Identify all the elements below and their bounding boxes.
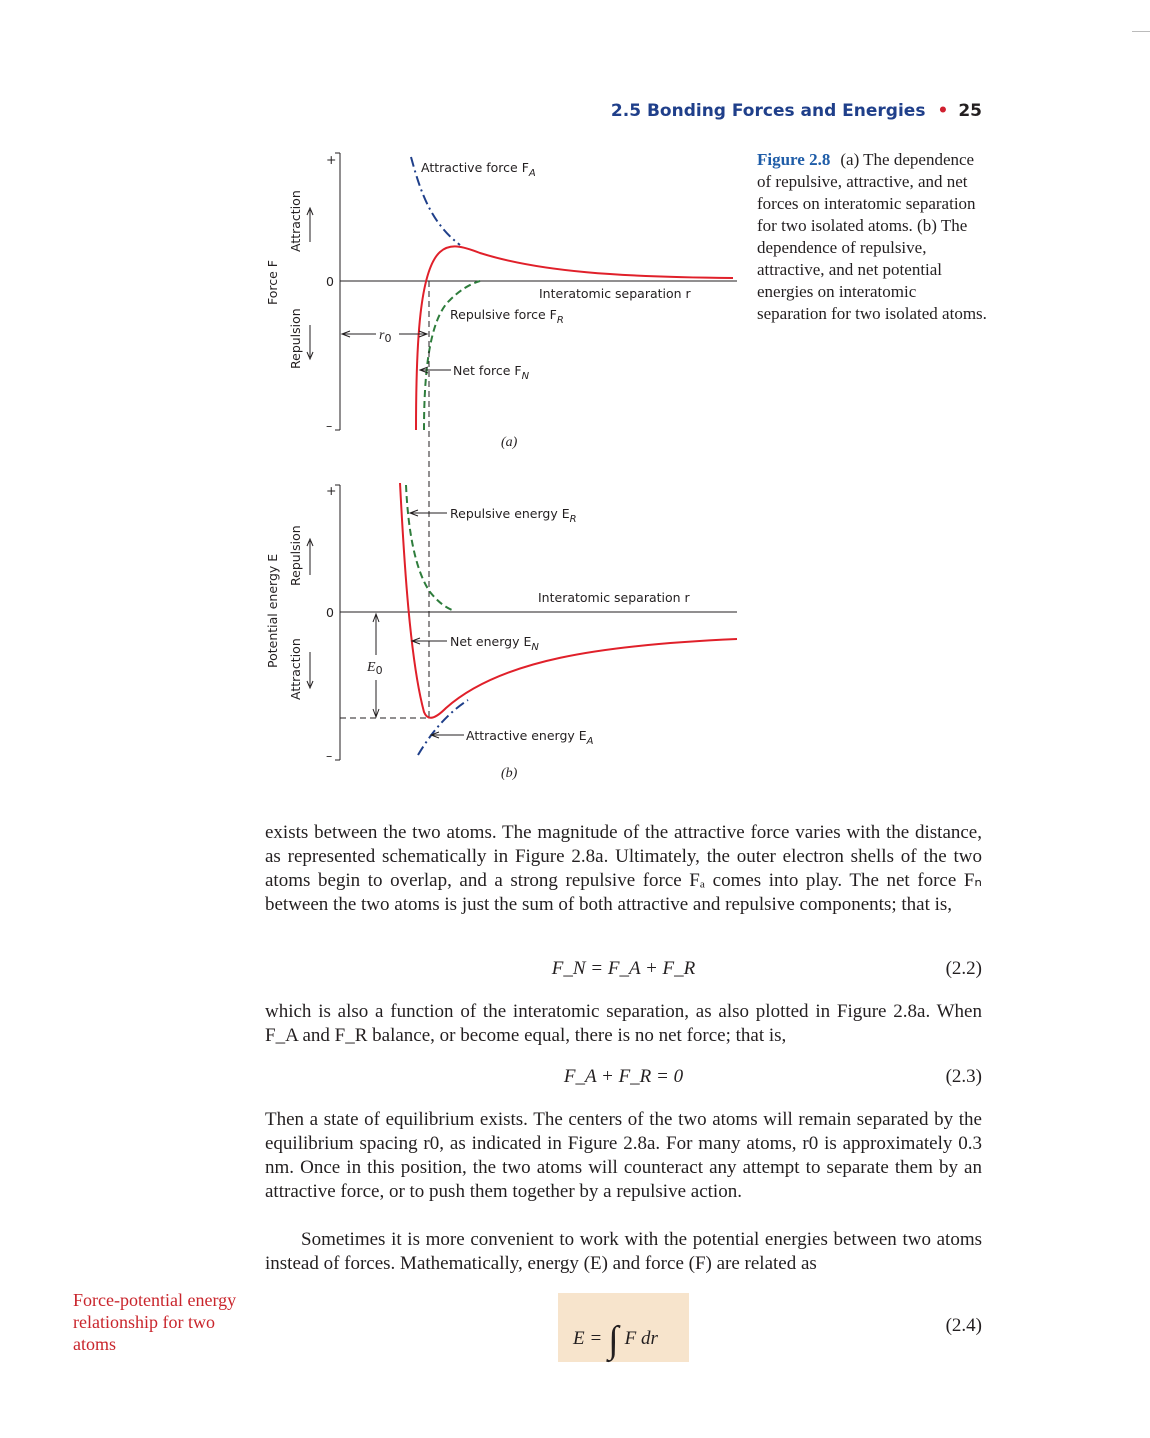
- attraction-label-a: Attraction: [288, 190, 303, 252]
- repulsion-label-b: Repulsion: [288, 525, 303, 586]
- zero-a: 0: [326, 274, 334, 289]
- net-force-label: Net force FN: [453, 363, 530, 382]
- equation-2-4-lhs: E =: [573, 1328, 603, 1349]
- net-force-curve: [415, 245, 734, 431]
- equation-2-2: F_N = F_A + F_R (2.2): [265, 958, 982, 988]
- figure-2-8: + 0 – Force F Attraction Repulsion r0 At…: [265, 152, 738, 781]
- corner-mark: [1132, 31, 1150, 32]
- plus-a: +: [326, 152, 336, 167]
- plus-b: +: [326, 483, 336, 498]
- attractive-energy-curve: [417, 699, 469, 756]
- panel-b: + 0 – Potential energy E Repulsion Attra…: [265, 482, 738, 781]
- repulsive-force-curve: [423, 280, 481, 431]
- running-head: 2.5 Bonding Forces and Energies • 25: [611, 101, 982, 121]
- caption-text: (a) The dependence of repulsive, attract…: [757, 150, 987, 323]
- panel-a: + 0 – Force F Attraction Repulsion r0 At…: [265, 152, 737, 720]
- y-label-force: Force F: [265, 260, 280, 305]
- equation-2-4-number: (2.4): [945, 1315, 982, 1336]
- equation-2-4-expression: E = ∫ F dr: [573, 1310, 658, 1361]
- panel-b-label: (b): [501, 766, 518, 781]
- margin-note: Force-potential energy relationship for …: [73, 1290, 237, 1354]
- r0-label: r0: [379, 328, 391, 345]
- attractive-energy-label: Attractive energy EA: [466, 728, 594, 747]
- caption-figure-label: Figure 2.8: [757, 150, 831, 169]
- attraction-label-b: Attraction: [288, 638, 303, 700]
- panel-a-label: (a): [501, 435, 518, 450]
- equation-2-2-expression: F_N = F_A + F_R: [551, 958, 696, 979]
- attractive-force-label: Attractive force FA: [421, 160, 536, 179]
- e0-label: E0: [366, 660, 383, 677]
- repulsion-label-a: Repulsion: [288, 308, 303, 369]
- equation-2-2-number: (2.2): [945, 958, 982, 979]
- x-label-b: Interatomic separation r: [538, 590, 691, 605]
- net-energy-curve: [399, 482, 738, 719]
- zero-b: 0: [326, 605, 334, 620]
- equation-2-3-expression: F_A + F_R = 0: [563, 1066, 684, 1087]
- integral-sign: ∫: [608, 1319, 619, 1361]
- equation-2-3-number: (2.3): [945, 1066, 982, 1087]
- net-energy-label: Net energy EN: [450, 634, 539, 653]
- equation-2-4: E = ∫ F dr (2.4): [265, 1310, 982, 1361]
- figure-caption: Figure 2.8 (a) The dependence of repulsiv…: [757, 149, 987, 325]
- x-label-a: Interatomic separation r: [539, 286, 692, 301]
- minus-a: –: [326, 418, 332, 433]
- minus-b: –: [326, 748, 332, 763]
- repulsive-force-label: Repulsive force FR: [450, 307, 564, 326]
- section-title: 2.5 Bonding Forces and Energies: [610, 101, 926, 121]
- bullet-separator: •: [937, 101, 949, 121]
- equation-2-3: F_A + F_R = 0 (2.3): [265, 1066, 982, 1096]
- repulsive-energy-label: Repulsive energy ER: [450, 506, 577, 525]
- repulsive-energy-curve: [405, 484, 453, 611]
- equation-2-4-rhs: F dr: [624, 1328, 658, 1349]
- paragraph-3: Then a state of equilibrium exists. The …: [265, 1109, 982, 1202]
- paragraph-2: which is also a function of the interato…: [265, 1001, 982, 1046]
- paragraph-1: exists between the two atoms. The magnit…: [265, 822, 982, 915]
- y-label-energy: Potential energy E: [265, 554, 280, 668]
- paragraph-4: Sometimes it is more convenient to work …: [265, 1229, 982, 1274]
- page-number: 25: [958, 101, 982, 121]
- equation-highlight-box: [558, 1293, 689, 1362]
